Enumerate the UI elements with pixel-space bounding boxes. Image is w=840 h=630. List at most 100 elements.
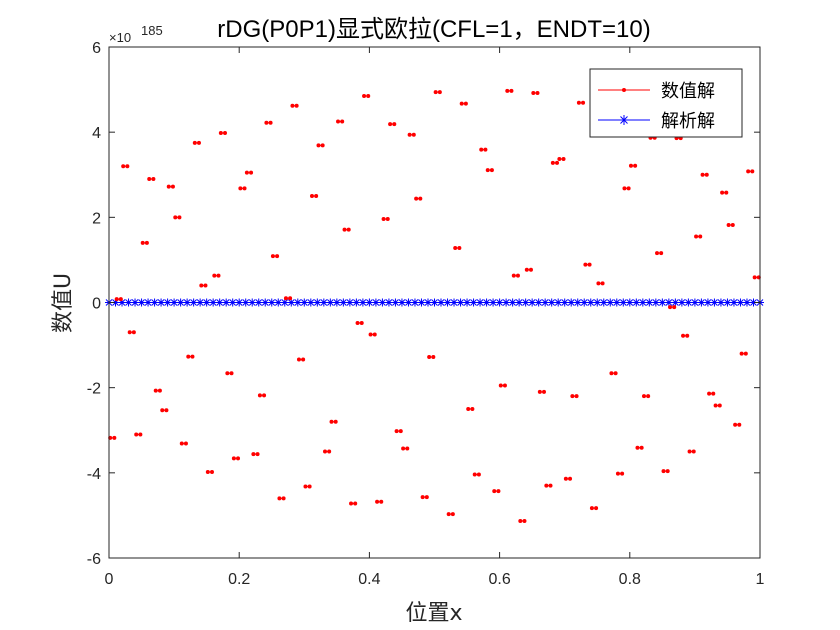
exact-solution-point (632, 298, 641, 307)
exact-solution-point (293, 298, 302, 307)
numeric-solution-point (355, 320, 364, 325)
numeric-solution-point (303, 484, 312, 489)
numeric-solution-point (407, 132, 416, 137)
numeric-solution-point (544, 483, 553, 488)
numeric-solution-point (166, 184, 175, 189)
exact-solution-point (397, 298, 406, 307)
exact-solution-point (306, 298, 315, 307)
numeric-solution-point (225, 371, 234, 376)
numeric-solution-point (277, 496, 286, 501)
numeric-solution-point (114, 297, 123, 302)
numeric-solution-point (655, 251, 664, 256)
numeric-solution-point (681, 333, 690, 338)
y-tick-label: 4 (92, 125, 101, 142)
numeric-solution-point (700, 172, 709, 177)
numeric-solution-point (492, 489, 501, 494)
numeric-solution-point (257, 393, 267, 398)
numeric-solution-point (140, 240, 149, 245)
numeric-solution-point (518, 518, 527, 523)
numeric-solution-point (583, 262, 592, 267)
legend-box (589, 68, 743, 138)
numeric-solution-point (186, 354, 195, 359)
numeric-solution-point (479, 147, 488, 152)
numeric-solution-point (420, 495, 429, 500)
numeric-solution-point (661, 469, 670, 474)
numeric-solution-point (446, 512, 455, 517)
exact-solution-point (703, 298, 712, 307)
numeric-solution-point (609, 371, 618, 376)
numeric-solution-point (668, 305, 677, 310)
numeric-solution-point (505, 88, 514, 93)
numeric-solution-point (205, 469, 214, 474)
numeric-solution-point (746, 169, 755, 174)
numeric-solution-point (707, 391, 716, 396)
y-tick-label: 0 (92, 296, 101, 313)
numeric-solution-point (694, 234, 703, 239)
exact-solution-point (157, 298, 166, 307)
numeric-solution-point (121, 164, 130, 169)
numeric-solution-point (459, 101, 468, 106)
legend-numeric-marker (622, 88, 626, 92)
numeric-solution-point (316, 143, 325, 148)
numeric-solution-point (147, 177, 156, 182)
numeric-solution-point (179, 441, 188, 446)
numeric-solution-point (641, 394, 651, 399)
numeric-solution-point (218, 131, 228, 136)
numeric-solution-point (511, 273, 520, 278)
y-tick-label: 2 (92, 210, 101, 227)
numeric-solution-point (342, 227, 351, 232)
numeric-solution-point (720, 190, 729, 195)
numeric-solution-point (309, 194, 319, 199)
legend[interactable]: 数值解 解析解 (589, 68, 743, 138)
exact-solution-point (612, 298, 621, 307)
chart-title: rDG(P0P1)显式欧拉(CFL=1，ENDT=10) (217, 16, 650, 43)
y-exponent-label: ×10 (109, 30, 131, 45)
x-tick-label: 0.6 (488, 571, 510, 588)
numeric-solution-point (231, 456, 241, 461)
exact-solution-point (482, 298, 491, 307)
exact-solution-point (710, 298, 719, 307)
numeric-solution-point (192, 140, 201, 145)
numeric-solution-point (153, 388, 162, 393)
numeric-solution-point (349, 501, 358, 506)
numeric-solution-point (485, 168, 494, 173)
numeric-solution-point (498, 383, 507, 388)
numeric-solution-point (531, 90, 540, 95)
exact-solution-point (131, 298, 140, 307)
numeric-solution-point (687, 449, 696, 454)
y-tick-label: -6 (87, 551, 101, 568)
numeric-solution-point (472, 472, 481, 477)
numeric-solution-point (537, 389, 546, 394)
numeric-solution-point (270, 254, 280, 259)
numeric-solution-point (589, 506, 599, 511)
numeric-solution-point (596, 281, 605, 286)
numeric-solution-point (635, 445, 644, 450)
numeric-solution-point (173, 215, 182, 220)
exact-solution-point (443, 298, 452, 307)
y-axis-label: 数值U (51, 273, 76, 333)
numeric-solution-point (329, 419, 338, 424)
numeric-solution-point (713, 403, 722, 408)
numeric-solution-point (550, 160, 560, 165)
y-tick-label: -4 (87, 466, 101, 483)
numeric-solution-point (615, 471, 625, 476)
legend-exact-marker (619, 115, 629, 125)
exact-solution-point (365, 298, 374, 307)
numeric-solution-point (251, 452, 260, 457)
x-tick-label: 0 (105, 571, 114, 588)
exact-solution-point (651, 298, 660, 307)
numeric-solution-point (199, 283, 208, 288)
numeric-solution-point (739, 351, 748, 356)
exact-solution-point (534, 298, 543, 307)
numeric-solution-point (381, 217, 390, 222)
numeric-solution-point (212, 273, 221, 278)
numeric-solution-point (134, 432, 143, 437)
x-tick-label: 0.8 (619, 571, 641, 588)
numeric-solution-point (557, 156, 566, 161)
numeric-solution-point (160, 408, 169, 413)
exact-solution-point (404, 298, 413, 307)
numeric-solution-point (733, 422, 742, 427)
numeric-solution-point (362, 93, 371, 98)
numeric-solution-point (466, 406, 475, 411)
